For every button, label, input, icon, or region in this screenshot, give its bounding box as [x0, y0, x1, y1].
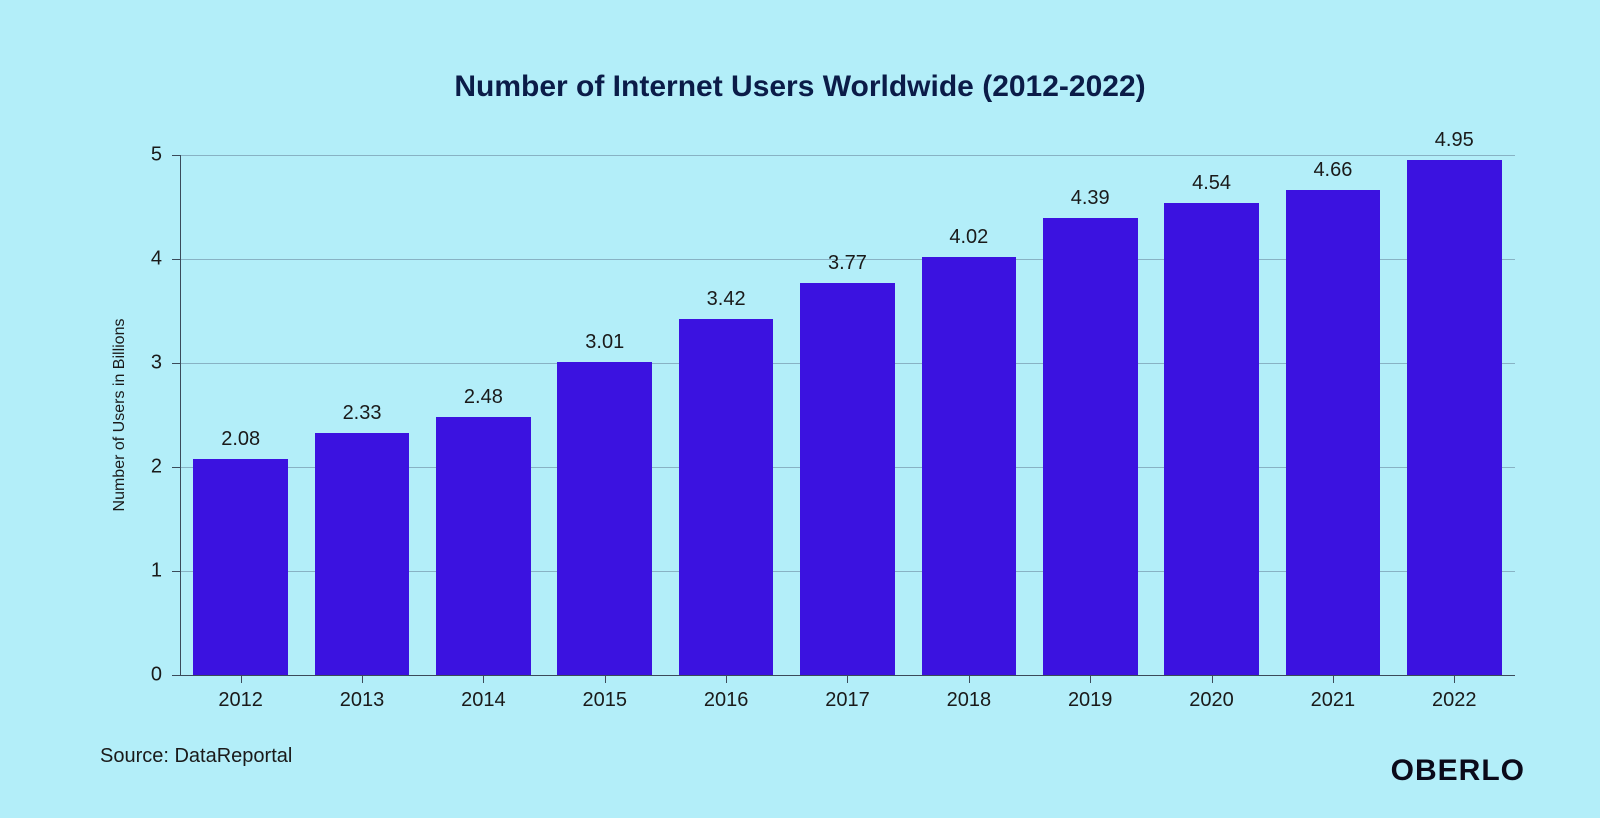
x-tick-label: 2022	[1432, 689, 1477, 712]
x-tick-mark	[1333, 675, 1334, 683]
bar-value-label: 4.54	[1192, 172, 1231, 195]
bars-container: 2.0820122.3320132.4820143.0120153.422016…	[180, 155, 1515, 675]
x-tick-mark	[605, 675, 606, 683]
x-tick-mark	[241, 675, 242, 683]
bar-value-label: 4.95	[1435, 129, 1474, 152]
bar: 4.54	[1164, 203, 1259, 675]
y-tick-mark	[172, 675, 180, 676]
bar-value-label: 3.77	[828, 252, 867, 275]
x-tick-label: 2018	[947, 689, 992, 712]
x-tick-mark	[847, 675, 848, 683]
bar-value-label: 4.39	[1071, 187, 1110, 210]
x-tick-mark	[483, 675, 484, 683]
bar-slot: 4.542020	[1151, 155, 1272, 675]
bar-value-label: 2.48	[464, 386, 503, 409]
bar: 4.66	[1286, 190, 1381, 675]
bar: 4.02	[922, 257, 1017, 675]
x-tick-label: 2016	[704, 689, 749, 712]
x-tick-label: 2019	[1068, 689, 1113, 712]
chart-title: Number of Internet Users Worldwide (2012…	[0, 70, 1600, 104]
y-tick-label: 1	[122, 560, 162, 583]
bar-slot: 4.952022	[1394, 155, 1515, 675]
source-text: Source: DataReportal	[100, 745, 292, 768]
bar: 3.77	[800, 283, 895, 675]
x-tick-mark	[1090, 675, 1091, 683]
y-axis-label: Number of Users in Billions	[111, 319, 129, 512]
x-tick-label: 2012	[218, 689, 263, 712]
x-tick-mark	[969, 675, 970, 683]
bar: 3.01	[557, 362, 652, 675]
x-tick-mark	[1454, 675, 1455, 683]
brand-logo: OBERLO	[1391, 754, 1525, 788]
x-tick-label: 2014	[461, 689, 506, 712]
bar-slot: 4.022018	[908, 155, 1029, 675]
bar-slot: 3.422016	[665, 155, 786, 675]
bar-slot: 3.012015	[544, 155, 665, 675]
y-tick-mark	[172, 259, 180, 260]
bar-value-label: 2.08	[221, 428, 260, 451]
y-tick-label: 5	[122, 144, 162, 167]
bar-value-label: 4.02	[949, 226, 988, 249]
bar-value-label: 3.42	[707, 288, 746, 311]
x-tick-mark	[362, 675, 363, 683]
bar-slot: 2.082012	[180, 155, 301, 675]
bar-value-label: 2.33	[343, 402, 382, 425]
bar: 4.95	[1407, 160, 1502, 675]
x-tick-label: 2015	[583, 689, 628, 712]
x-tick-label: 2017	[825, 689, 870, 712]
chart-canvas: Number of Internet Users Worldwide (2012…	[0, 0, 1600, 818]
y-tick-mark	[172, 363, 180, 364]
x-tick-label: 2020	[1189, 689, 1234, 712]
bar: 2.33	[315, 433, 410, 675]
bar: 4.39	[1043, 218, 1138, 675]
y-tick-mark	[172, 571, 180, 572]
x-tick-label: 2021	[1311, 689, 1356, 712]
y-tick-label: 0	[122, 664, 162, 687]
bar: 3.42	[679, 319, 774, 675]
x-tick-mark	[1212, 675, 1213, 683]
bar-slot: 2.482014	[423, 155, 544, 675]
bar: 2.08	[193, 459, 288, 675]
x-tick-mark	[726, 675, 727, 683]
plot-area: 2.0820122.3320132.4820143.0120153.422016…	[180, 155, 1515, 675]
y-tick-label: 4	[122, 248, 162, 271]
bar-slot: 3.772017	[787, 155, 908, 675]
bar-slot: 2.332013	[301, 155, 422, 675]
y-tick-mark	[172, 155, 180, 156]
bar-slot: 4.662021	[1272, 155, 1393, 675]
bar-slot: 4.392019	[1030, 155, 1151, 675]
bar: 2.48	[436, 417, 531, 675]
y-tick-mark	[172, 467, 180, 468]
bar-value-label: 4.66	[1313, 159, 1352, 182]
bar-value-label: 3.01	[585, 331, 624, 354]
x-tick-label: 2013	[340, 689, 385, 712]
